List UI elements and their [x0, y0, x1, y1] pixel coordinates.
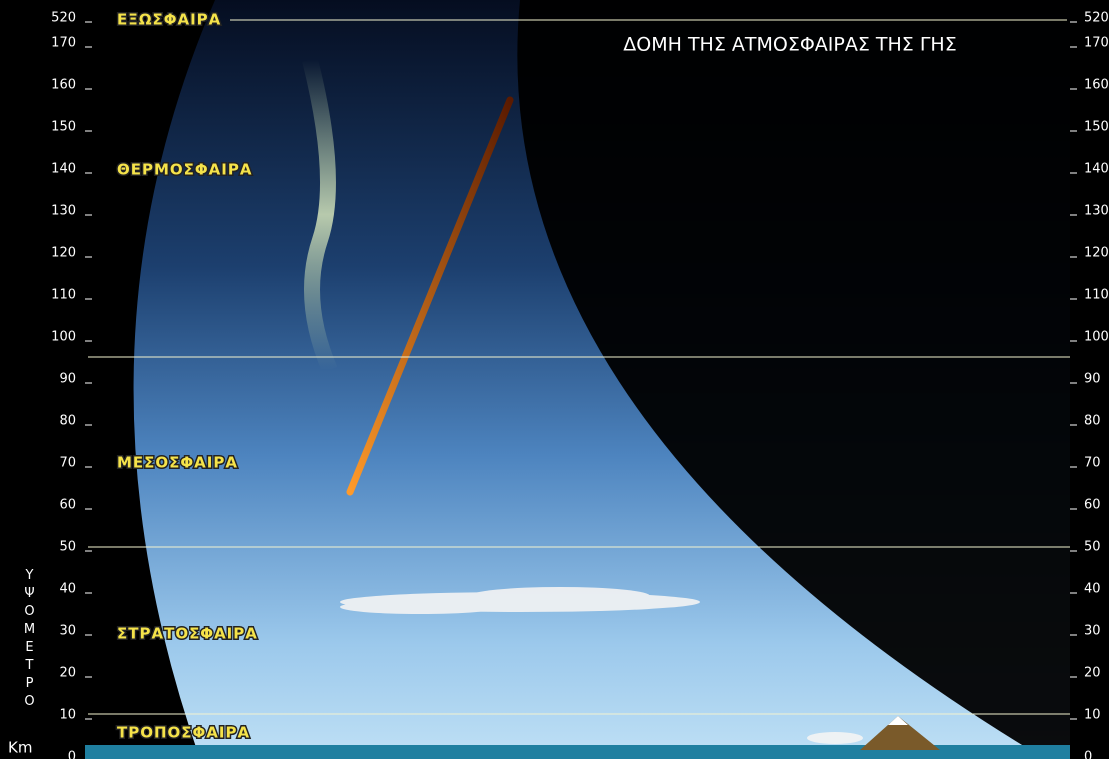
layer-label: ΜΕΣΟΣΦΑΙΡΑ	[117, 454, 238, 472]
tick-label-left: 170	[51, 36, 76, 51]
tick-label-right: 120	[1084, 246, 1109, 261]
tick-label-left: 30	[59, 624, 76, 639]
tick-label-left: 100	[51, 330, 76, 345]
tick-label-right: 60	[1084, 498, 1101, 513]
tick-label-left: 90	[59, 372, 76, 387]
tick-label-right: 140	[1084, 162, 1109, 177]
tick-label-right: 30	[1084, 624, 1101, 639]
tick-label-right: 130	[1084, 204, 1109, 219]
illustration: ΔΟΜΗ ΤΗΣ ΑΤΜΟΣΦΑΙΡΑΣ ΤΗΣ ΓΗΣ ΕΞΩΣΦΑΙΡΑ Θ…	[0, 0, 1109, 759]
tick-label-left: 20	[59, 666, 76, 681]
axis-label: ΥΨΟΜΕΤΡΟ	[22, 568, 37, 712]
layer-label: ΘΕΡΜΟΣΦΑΙΡΑ	[117, 161, 252, 179]
tick-label-left: 70	[59, 456, 76, 471]
layer-label: ΕΞΩΣΦΑΙΡΑ	[117, 11, 221, 29]
title: ΔΟΜΗ ΤΗΣ ΑΤΜΟΣΦΑΙΡΑΣ ΤΗΣ ΓΗΣ	[623, 34, 956, 56]
tick-label-left: 130	[51, 204, 76, 219]
tick-label-left: 40	[59, 582, 76, 597]
tick-label-left: 10	[59, 708, 76, 723]
tick-label-left: 0	[68, 750, 76, 759]
tick-label-right: 20	[1084, 666, 1101, 681]
tick-label-right: 50	[1084, 540, 1101, 555]
tick-label-left: 520	[51, 11, 76, 26]
tick-label-left: 80	[59, 414, 76, 429]
tick-label-right: 160	[1084, 78, 1109, 93]
tick-label-right: 70	[1084, 456, 1101, 471]
tick-label-right: 100	[1084, 330, 1109, 345]
tick-label-right: 40	[1084, 582, 1101, 597]
tick-label-right: 110	[1084, 288, 1109, 303]
tick-label-right: 170	[1084, 36, 1109, 51]
tick-label-right: 150	[1084, 120, 1109, 135]
tick-label-left: 120	[51, 246, 76, 261]
tick-label-left: 60	[59, 498, 76, 513]
atmosphere-diagram: ΔΟΜΗ ΤΗΣ ΑΤΜΟΣΦΑΙΡΑΣ ΤΗΣ ΓΗΣ ΕΞΩΣΦΑΙΡΑ Θ…	[0, 0, 1109, 759]
tick-label-left: 150	[51, 120, 76, 135]
tick-label-right: 520	[1084, 11, 1109, 26]
layer-label: ΣΤΡΑΤΟΣΦΑΙΡΑ	[117, 625, 258, 643]
tick-label-left: 160	[51, 78, 76, 93]
tick-label-right: 80	[1084, 414, 1101, 429]
tick-label-right: 10	[1084, 708, 1101, 723]
layer-label: ΤΡΟΠΟΣΦΑΙΡΑ	[117, 724, 250, 742]
tick-label-left: 110	[51, 288, 76, 303]
unit-label: Km	[8, 739, 32, 757]
tick-label-right: 0	[1084, 750, 1092, 759]
tick-label-left: 50	[59, 540, 76, 555]
tick-label-left: 140	[51, 162, 76, 177]
tick-label-right: 90	[1084, 372, 1101, 387]
